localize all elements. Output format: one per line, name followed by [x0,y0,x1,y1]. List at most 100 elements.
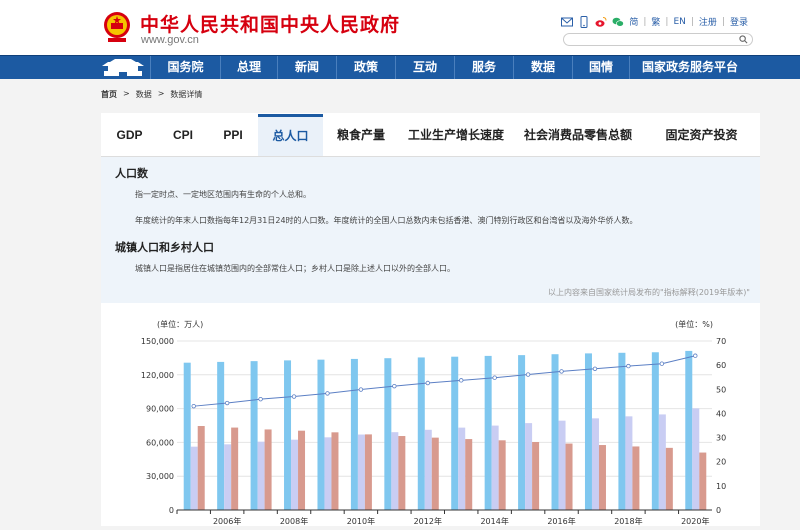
urban-population-bar [190,446,198,510]
nav-item-national-conditions[interactable]: 国情 [572,56,629,79]
tab-ppi[interactable]: PPI [223,128,243,142]
total-population-bar [417,357,425,510]
mobile-icon[interactable] [578,15,590,28]
tab-total-population[interactable]: 总人口 [258,114,323,156]
nav-item-policy[interactable]: 政策 [336,56,395,79]
urban-population-bar [525,423,533,510]
rural-population-bar [231,427,239,510]
urban-population-bar [558,420,566,510]
right-tick-label: 40 [716,409,726,418]
indicator-tabs: GDP CPI PPI 总人口 粮食产量 工业生产增长速度 社会消费品零售总额 … [101,113,760,157]
total-population-bar [284,360,292,510]
urbanization-rate-point [492,375,497,380]
total-population-bar [651,352,659,510]
tab-retail-sales[interactable]: 社会消费品零售总额 [523,128,632,142]
lang-simplified-link[interactable]: 简 [629,18,639,28]
rural-population-bar [498,440,506,510]
total-population-bar [183,362,191,510]
register-link[interactable]: 注册 [698,18,717,28]
section-title-population: 人口数 [115,167,148,180]
urbanization-rate-point [626,363,631,369]
tiananmen-icon [102,59,144,76]
tab-cpi[interactable]: CPI [172,128,193,142]
lang-english-link[interactable]: EN [673,16,686,27]
urban-population-bar [257,441,265,510]
top-links: 简 | 繁 | EN | 注册 | 登录 [561,15,748,28]
breadcrumb-data[interactable]: 数据 [135,90,152,99]
tab-industrial-growth[interactable]: 工业生产增长速度 [407,128,504,142]
tab-gdp[interactable]: GDP [116,128,143,142]
urbanization-rate-line [193,355,696,407]
breadcrumb-home[interactable]: 首页 [101,90,117,99]
rural-population-bar [699,452,707,510]
urbanization-rate-point [525,372,531,377]
urban-population-bar [491,425,499,510]
total-population-bar [551,354,559,510]
data-panel: GDP CPI PPI 总人口 粮食产量 工业生产增长速度 社会消费品零售总额 … [101,113,760,526]
left-axis-unit: (单位：万人) [157,319,203,329]
search-input[interactable] [563,33,753,46]
link-divider: | [643,16,647,27]
nav-home[interactable] [0,56,150,79]
total-population-bar [317,359,325,510]
left-tick-label: 0 [169,506,174,515]
search-icon[interactable] [739,35,748,44]
tab-fixed-asset-investment[interactable]: 固定资产投资 [665,128,738,142]
urbanization-rate-point [191,403,196,409]
population-chart-svg: (单位：万人) (单位：%) 0 30,000 60,000 90,000 120,00… [141,319,726,526]
urban-population-bar [424,429,432,510]
site-title[interactable]: 中华人民共和国中央人民政府 [140,14,401,36]
wechat-icon[interactable] [612,16,625,28]
urbanization-rate-point [392,383,397,389]
tab-grain-output[interactable]: 粮食产量 [336,128,385,142]
urbanization-rate-point [325,391,330,396]
urbanization-rate-point [693,353,698,358]
urbanization-rate-point [291,394,297,399]
site-header: 中华人民共和国中央人民政府 www.gov.cn 简 | 繁 | EN | 注册… [0,0,800,55]
nav-item-service[interactable]: 服务 [454,56,513,79]
rural-population-bar [632,446,640,510]
mail-icon[interactable] [561,16,574,28]
nav-item-premier[interactable]: 总理 [220,56,277,79]
right-tick-label: 60 [716,361,726,370]
urban-population-bar [357,434,365,510]
rural-population-bar [264,429,272,510]
left-tick-label: 90,000 [146,405,174,414]
rural-population-bar [431,437,439,510]
x-tick-label: 2016年 [547,516,575,526]
breadcrumb-current: 数据详情 [170,90,203,99]
definition-text: 城镇人口是指居住在城镇范围内的全部常住人口；乡村人口是除上述人口以外的全部人口。 [135,264,455,273]
lang-traditional-link[interactable]: 繁 [651,18,661,28]
urbanization-rate-point [592,366,598,371]
nav-item-news[interactable]: 新闻 [277,56,336,79]
total-population-bar [451,356,459,510]
nav-item-gov-service-platform[interactable]: 国家政务服务平台 [629,56,750,79]
total-population-bar [384,358,392,510]
x-tick-label: 2014年 [480,516,508,526]
total-population-bar [584,353,592,510]
population-chart: (单位：万人) (单位：%) 0 30,000 60,000 90,000 120,00… [101,303,760,526]
left-tick-label: 60,000 [146,438,174,447]
rural-population-bar [598,445,606,510]
rural-population-bar [364,434,372,510]
nav-item-interaction[interactable]: 互动 [395,56,454,79]
left-tick-label: 120,000 [141,371,174,380]
nav-item-state-council[interactable]: 国务院 [150,56,220,79]
x-tick-label: 2012年 [414,516,442,526]
link-divider: | [690,16,694,27]
total-population-bar [250,361,258,510]
urbanization-rate-point [659,361,665,366]
weibo-icon[interactable] [595,16,607,28]
rural-population-bar [565,443,573,510]
urban-population-bar [391,432,399,510]
main-nav: 国务院 总理 新闻 政策 互动 服务 数据 国情 国家政务服务平台 [0,55,800,79]
login-link[interactable]: 登录 [729,18,748,28]
x-tick-label: 2018年 [614,516,642,526]
urban-population-bar [291,439,299,510]
right-axis-unit: (单位：%) [675,319,713,329]
x-tick-label: 2006年 [213,516,241,526]
total-population-bar [518,355,526,510]
urbanization-rate-point [425,380,430,386]
nav-item-data[interactable]: 数据 [513,56,572,79]
urbanization-rate-point [559,369,564,374]
